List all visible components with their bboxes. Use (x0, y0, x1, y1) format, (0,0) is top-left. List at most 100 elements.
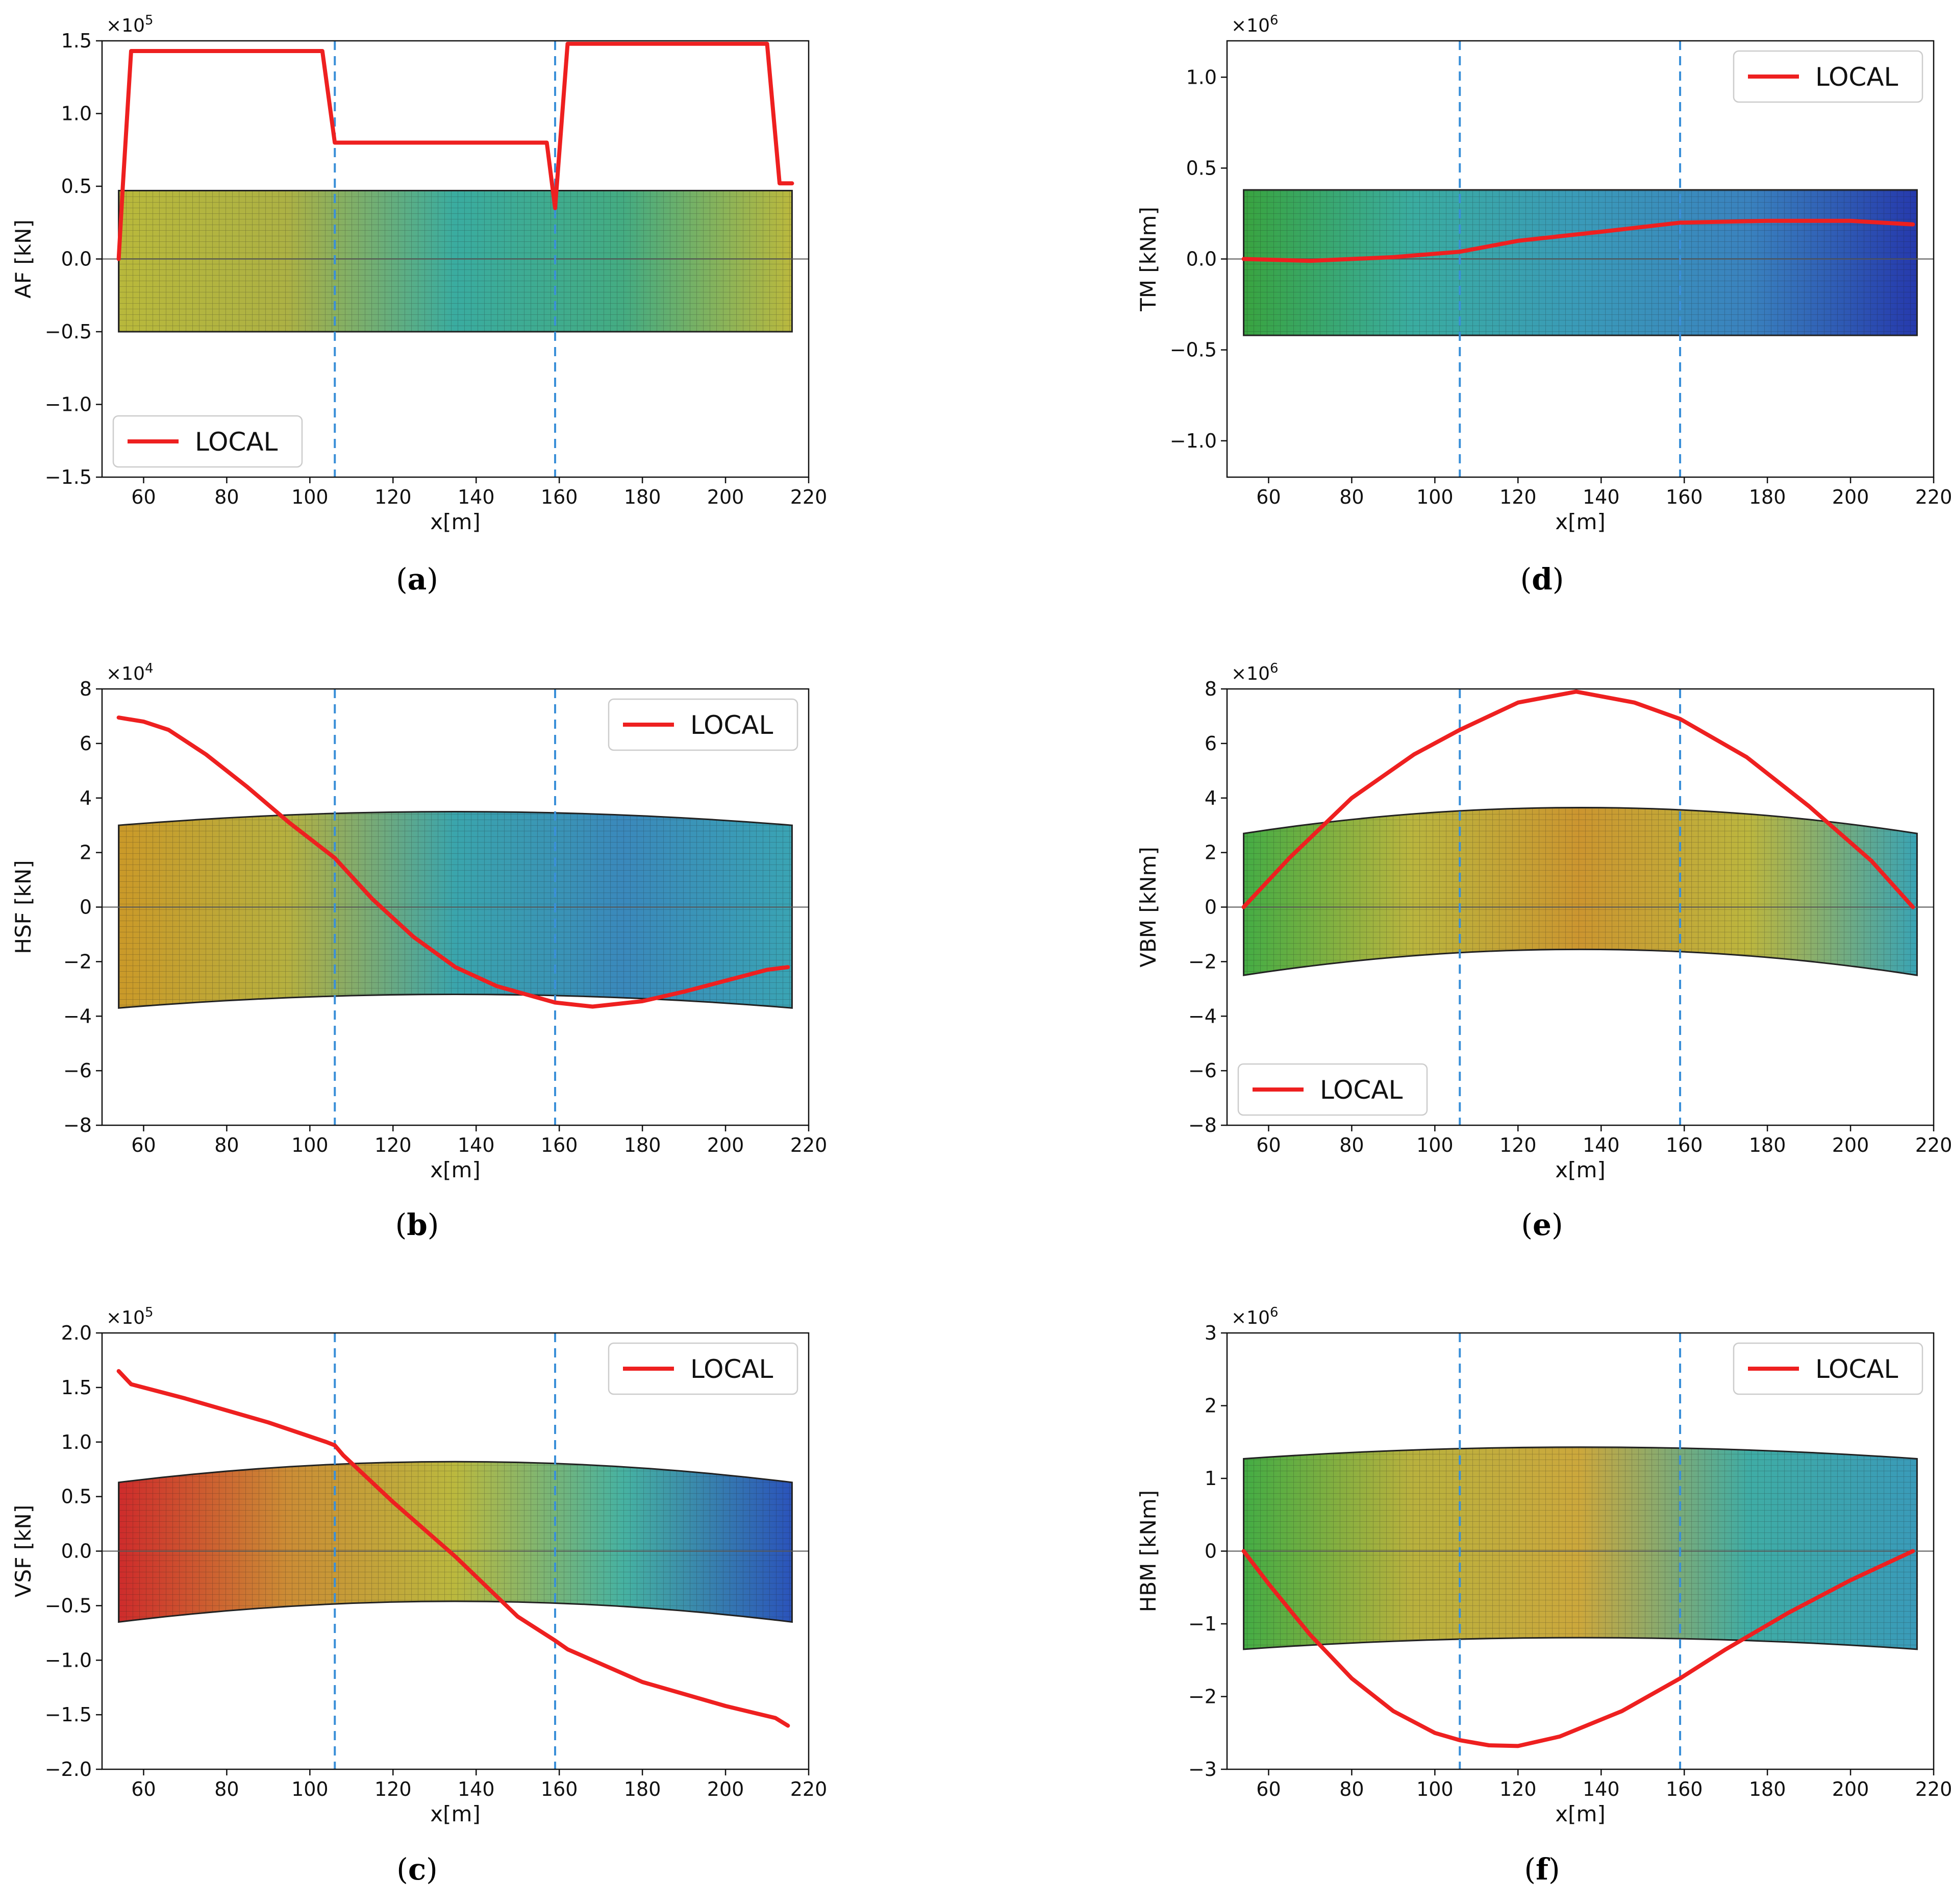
chart-panel-d: 60 80 100 120 140 160 180 200 220 −1.0 −0.5 0.0 0.5 1… (1136, 13, 1951, 597)
y-tick-label: 0 (80, 896, 92, 919)
x-tick-label: 180 (624, 486, 661, 508)
y-tick-label: −1.0 (45, 393, 92, 416)
legend: LOCAL (112, 415, 303, 468)
y-tick-label: −1 (1188, 1613, 1217, 1635)
x-tick-label: 180 (624, 1134, 661, 1156)
x-tick-label: 180 (1749, 1134, 1786, 1156)
x-tick-label: 140 (1583, 1134, 1620, 1156)
x-tick-label: 140 (458, 1778, 495, 1800)
axis-multiplier: ×106 (1231, 13, 1279, 36)
x-tick-label: 80 (1339, 486, 1364, 508)
x-axis-label: x[m] (430, 1801, 481, 1826)
x-tick-label: 100 (291, 1134, 329, 1156)
legend-box (112, 415, 303, 468)
x-tick-label: 180 (1749, 486, 1786, 508)
y-tick-label: 8 (1205, 678, 1217, 700)
y-tick-label: 0.5 (61, 175, 92, 197)
legend: LOCAL (1733, 50, 1923, 103)
x-tick-label: 140 (1583, 486, 1620, 508)
panel-caption: (c) (396, 1852, 438, 1887)
y-tick-label: 1 (1205, 1467, 1217, 1490)
x-tick-label: 160 (1666, 1134, 1703, 1156)
y-tick-label: 4 (80, 787, 92, 809)
legend-label: LOCAL (195, 427, 278, 457)
y-axis-label: AF [kN] (11, 219, 36, 299)
x-tick-label: 200 (707, 1778, 744, 1800)
x-tick-label: 140 (458, 486, 495, 508)
chart-panel-b: 60 80 100 120 140 160 180 200 220 −8 −6 −4 −2 0 2 4 6 8 ×1… (11, 661, 827, 1242)
x-axis-label: x[m] (1555, 1801, 1606, 1826)
x-axis-label: x[m] (1555, 1157, 1606, 1182)
x-tick-label: 200 (707, 1134, 744, 1156)
x-tick-label: 60 (1256, 1134, 1281, 1156)
x-tick-label: 200 (707, 486, 744, 508)
x-tick-label: 120 (374, 486, 412, 508)
x-tick-label: 160 (541, 1134, 578, 1156)
y-axis-label: VBM [kNm] (1136, 847, 1161, 968)
x-tick-label: 100 (291, 486, 329, 508)
y-tick-label: 0.0 (61, 248, 92, 270)
chart-panel-f: 60 80 100 120 140 160 180 200 220 −3 −2 −1 0 1 2 3 ×106 x… (1136, 1305, 1951, 1887)
axis-multiplier: ×104 (106, 661, 154, 684)
x-tick-label: 100 (1416, 1134, 1454, 1156)
y-tick-label: −2 (63, 950, 92, 973)
x-tick-label: 80 (214, 486, 239, 508)
mesh-grid (1243, 1446, 1918, 1650)
y-axis-label: VSF [kN] (11, 1505, 36, 1597)
legend-label: LOCAL (690, 1354, 773, 1384)
mesh-grid (1243, 806, 1918, 976)
mesh-grid (118, 810, 793, 1009)
x-tick-label: 100 (291, 1778, 329, 1800)
x-axis-label: x[m] (1555, 509, 1606, 534)
x-tick-label: 200 (1832, 1134, 1869, 1156)
y-tick-label: 0.5 (61, 1486, 92, 1508)
y-tick-label: −1.5 (45, 1703, 92, 1726)
x-tick-label: 80 (1339, 1778, 1364, 1800)
legend-label: LOCAL (1320, 1075, 1403, 1105)
y-tick-label: −3 (1188, 1758, 1217, 1781)
panel-caption: (e) (1521, 1207, 1563, 1242)
x-axis-label: x[m] (430, 1157, 481, 1182)
chart-panel-c: 60 80 100 120 140 160 180 200 220 −2.0 −1.5 −1.0 −0.… (11, 1305, 827, 1887)
x-tick-label: 200 (1832, 1778, 1869, 1800)
x-tick-label: 60 (1256, 1778, 1281, 1800)
y-tick-label: 4 (1205, 787, 1217, 809)
chart-panel-e: 60 80 100 120 140 160 180 200 220 −8 −6 −4 −2 0 2 4 6 8 ×1… (1136, 661, 1951, 1242)
x-tick-label: 220 (790, 1778, 828, 1800)
y-tick-label: 3 (1205, 1322, 1217, 1344)
y-axis-label: TM [kNm] (1136, 207, 1161, 312)
x-tick-label: 220 (790, 486, 828, 508)
y-tick-label: 1.5 (61, 30, 92, 52)
y-tick-label: −6 (1188, 1059, 1217, 1082)
legend: LOCAL (1237, 1063, 1428, 1116)
y-tick-label: 0.5 (1186, 157, 1217, 179)
y-tick-label: 6 (80, 732, 92, 755)
x-tick-label: 200 (1832, 486, 1869, 508)
y-tick-label: −8 (63, 1114, 92, 1136)
panel-caption: (f) (1524, 1852, 1560, 1887)
chart-panel-a: 60 80 100 120 140 160 180 200 220 −1.5 −1.0 −0.5 0.0… (11, 13, 827, 597)
panel-caption: (a) (396, 562, 438, 597)
y-tick-label: −1.0 (1170, 430, 1217, 452)
mesh-grid (118, 190, 793, 333)
legend-box (1733, 1342, 1923, 1395)
y-tick-label: 0 (1205, 896, 1217, 919)
series-line-local (1241, 689, 1915, 909)
legend-label: LOCAL (690, 710, 773, 740)
legend-box (1237, 1063, 1428, 1116)
y-axis-label: HSF [kN] (11, 860, 36, 954)
y-tick-label: −1.5 (45, 466, 92, 488)
y-tick-label: 2 (1205, 1395, 1217, 1417)
legend-box (1733, 50, 1923, 103)
x-tick-label: 140 (458, 1134, 495, 1156)
x-tick-label: 100 (1416, 486, 1454, 508)
x-tick-label: 220 (1915, 1134, 1951, 1156)
legend-label: LOCAL (1815, 62, 1898, 92)
x-tick-label: 60 (1256, 486, 1281, 508)
mesh-grid (1243, 189, 1918, 336)
legend-label: LOCAL (1815, 1354, 1898, 1384)
x-tick-label: 120 (1499, 486, 1537, 508)
x-tick-label: 140 (1583, 1778, 1620, 1800)
y-tick-label: 0.0 (1186, 248, 1217, 270)
